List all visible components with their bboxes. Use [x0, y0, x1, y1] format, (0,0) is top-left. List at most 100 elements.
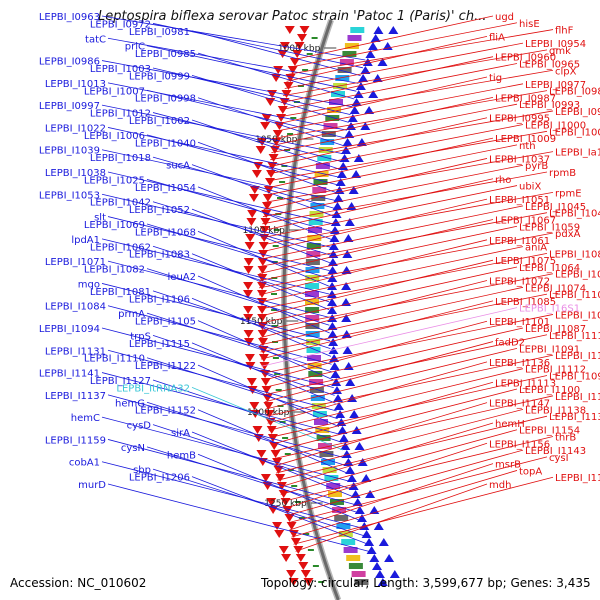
reverse-gene-arrow — [257, 306, 268, 314]
gene-label: LEPBI_I1110 — [84, 354, 145, 365]
feature-block — [307, 235, 322, 241]
forward-gene-arrow — [328, 242, 339, 250]
feature-block — [341, 539, 356, 545]
reverse-gene-arrow — [258, 242, 269, 250]
forward-gene-arrow — [341, 314, 352, 322]
reverse-gene-arrow — [243, 282, 254, 290]
scale-tick-label: 1150 kbp — [240, 317, 283, 327]
reverse-gene-arrow — [257, 458, 268, 466]
gene-label: LEPBI_I1022 — [45, 123, 106, 134]
gene-label: LEPBI_I1052 — [129, 205, 190, 216]
forward-gene-arrow — [351, 170, 362, 178]
gene-label: tatC — [85, 34, 106, 45]
forward-gene-arrow — [377, 58, 388, 66]
gene-label: LEPBI_I1059 — [519, 222, 580, 233]
label-connector — [107, 171, 333, 225]
feature-block — [308, 371, 323, 377]
reverse-gene-arrow — [257, 282, 268, 290]
feature-block — [305, 267, 320, 273]
scale-tick-label: 1200 kbp — [247, 408, 290, 418]
gene-label: LEPBI_I16S1 — [519, 304, 580, 315]
gene-label: LEPBI_I1081 — [90, 287, 151, 298]
gene-label: LEPBI_I1000 — [525, 121, 586, 132]
feature-dash — [307, 549, 314, 551]
label-connector — [197, 186, 332, 240]
label-connector — [259, 225, 518, 282]
forward-gene-arrow — [348, 186, 359, 194]
forward-gene-arrow — [341, 282, 352, 290]
label-connector — [276, 76, 488, 125]
gene-label: LEPBI_I0982 — [549, 87, 600, 98]
label-connector — [101, 283, 331, 342]
feature-dash — [281, 165, 288, 167]
reverse-gene-arrow — [295, 554, 306, 562]
label-connector — [259, 205, 524, 260]
feature-block — [336, 523, 351, 529]
feature-block — [312, 187, 327, 193]
feature-block — [347, 35, 362, 41]
scale-tick-label: 1250 kbp — [264, 499, 307, 509]
gene-label: LEPBI_I1013 — [45, 79, 106, 90]
label-connector — [191, 431, 354, 498]
forward-gene-arrow — [342, 138, 353, 146]
gene-label: LEPBI_I1062 — [90, 242, 151, 253]
reverse-gene-arrow — [263, 402, 274, 410]
reverse-gene-arrow — [251, 170, 262, 178]
feature-dash — [272, 245, 279, 247]
gene-label: cysI — [549, 453, 569, 464]
feature-block — [335, 75, 350, 81]
gene-label: LEPBI_I1094 — [39, 324, 100, 335]
reverse-gene-arrow — [272, 458, 283, 466]
feature-dash — [271, 293, 277, 295]
label-connector — [287, 456, 548, 524]
gene-label: LEPBI_I0995 — [489, 114, 550, 125]
label-connector — [279, 63, 518, 111]
label-connector — [101, 104, 343, 154]
gene-label: sucA — [166, 161, 190, 172]
forward-gene-arrow — [343, 362, 354, 370]
feature-block — [305, 299, 319, 305]
reverse-gene-arrow — [252, 426, 263, 434]
gene-label: hemB — [167, 450, 196, 461]
forward-gene-arrow — [349, 106, 360, 114]
label-connector — [269, 375, 548, 438]
feature-block — [329, 99, 343, 105]
label-connector — [191, 164, 334, 217]
feature-dash — [287, 469, 294, 471]
reverse-gene-arrow — [266, 498, 277, 506]
gene-label: LEPBI_I1038 — [45, 168, 106, 179]
label-connector — [268, 368, 524, 431]
forward-gene-arrow — [384, 554, 395, 562]
forward-gene-arrow — [335, 410, 346, 418]
gene-label: LEPBI_Ia1014 — [555, 148, 600, 159]
forward-gene-arrow — [354, 442, 365, 450]
reverse-gene-arrow — [274, 530, 285, 538]
label-connector — [146, 89, 346, 139]
label-connector — [261, 314, 554, 374]
gene-label: fadD2 — [495, 338, 525, 349]
reverse-gene-arrow — [262, 202, 272, 210]
feature-block — [327, 107, 342, 113]
reverse-gene-arrow — [244, 338, 254, 346]
gene-label: cysN — [121, 443, 145, 454]
gene-label: hisE — [519, 19, 540, 30]
feature-block — [305, 259, 320, 265]
gene-label: LEPBI_I1069 — [84, 220, 145, 231]
label-connector — [265, 144, 518, 196]
gene-label: nth — [519, 141, 536, 152]
gene-label: LEPBI_I1157 — [555, 473, 600, 484]
forward-gene-arrow — [389, 570, 400, 578]
label-connector — [146, 179, 332, 232]
reverse-gene-arrow — [248, 194, 259, 202]
gene-label: LEPBI_I1105 — [135, 317, 196, 328]
genome-summary-text: Topology: circular; Length: 3,599,677 bp… — [261, 576, 591, 590]
label-connector — [278, 69, 554, 118]
label-connector — [266, 137, 494, 189]
feature-block — [314, 171, 329, 177]
feature-block — [306, 347, 321, 353]
gene-label: LEPBI_I1005 — [549, 127, 600, 138]
reverse-gene-arrow — [287, 66, 298, 74]
label-connector — [152, 379, 342, 443]
forward-gene-arrow — [330, 370, 341, 378]
feature-dash — [287, 133, 294, 135]
